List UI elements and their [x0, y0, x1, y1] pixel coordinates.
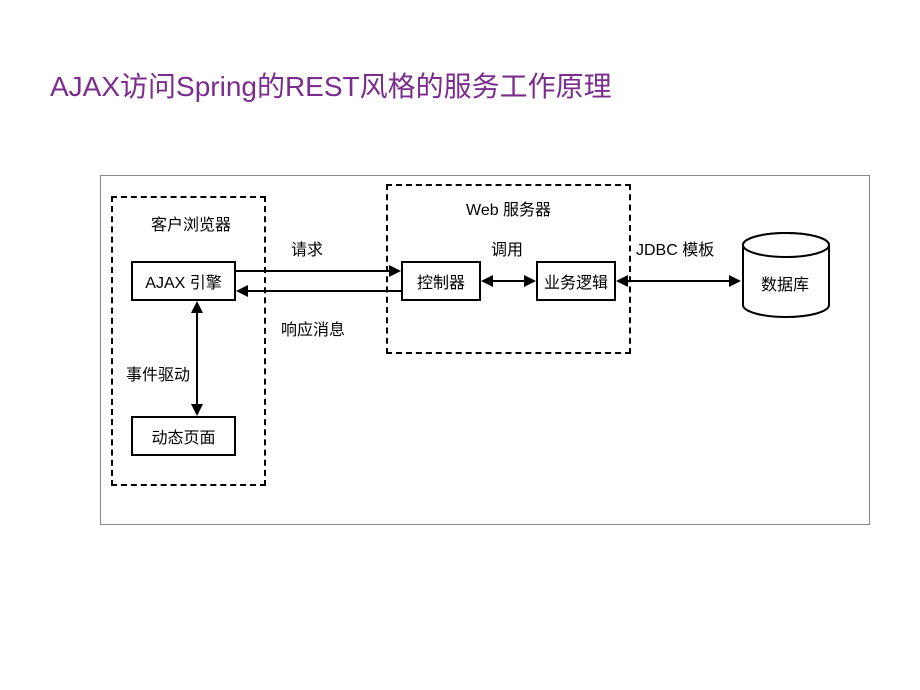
event-arrow-line: [196, 306, 198, 411]
ajax-engine-box: AJAX 引擎: [131, 261, 236, 301]
business-logic-box: 业务逻辑: [536, 261, 616, 301]
database-label: 数据库: [761, 271, 809, 295]
invoke-arrow-left: [481, 275, 493, 287]
event-arrow-up: [191, 301, 203, 313]
event-driven-label: 事件驱动: [126, 361, 190, 385]
invoke-arrow-line: [489, 280, 529, 282]
page-title: AJAX访问Spring的REST风格的服务工作原理: [50, 65, 612, 105]
business-logic-label: 业务逻辑: [544, 269, 608, 293]
jdbc-label: JDBC 模板: [636, 236, 714, 260]
dynamic-page-label: 动态页面: [151, 424, 215, 448]
request-arrow-line: [236, 270, 391, 272]
invoke-arrow-right: [524, 275, 536, 287]
architecture-diagram: 客户浏览器 AJAX 引擎 动态页面 事件驱动 Web 服务器 控制器 业务逻辑…: [100, 175, 870, 525]
response-arrow-head: [236, 285, 248, 297]
web-server-label: Web 服务器: [466, 196, 551, 220]
controller-box: 控制器: [401, 261, 481, 301]
response-arrow-line: [246, 290, 401, 292]
response-label: 响应消息: [281, 316, 345, 340]
event-arrow-down: [191, 404, 203, 416]
ajax-engine-label: AJAX 引擎: [145, 269, 221, 293]
client-browser-label: 客户浏览器: [151, 211, 231, 235]
controller-label: 控制器: [417, 269, 465, 293]
dynamic-page-box: 动态页面: [131, 416, 236, 456]
jdbc-arrow-right: [729, 275, 741, 287]
request-label: 请求: [291, 236, 323, 260]
jdbc-arrow-left: [616, 275, 628, 287]
jdbc-arrow-line: [624, 280, 734, 282]
request-arrow-head: [389, 265, 401, 277]
invoke-label: 调用: [491, 236, 523, 260]
